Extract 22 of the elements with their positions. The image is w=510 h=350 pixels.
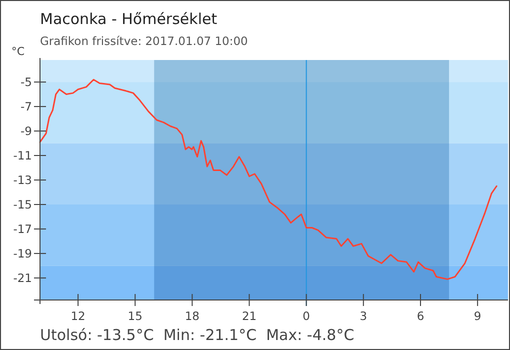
chart-title: Maconka - Hőmérséklet	[40, 10, 218, 28]
y-tick-label: -21	[13, 270, 32, 285]
y-tick-label: -5	[20, 75, 32, 90]
x-tick-label: 0	[302, 309, 310, 323]
y-tick-label: -19	[13, 246, 32, 260]
y-tick-label: -9	[20, 124, 32, 138]
x-tick-label: 21	[242, 309, 257, 323]
y-tick-label: -13	[13, 173, 32, 187]
chart-subtitle: Grafikon frissítve: 2017.01.07 10:00	[40, 34, 248, 48]
x-tick-label: 12	[70, 309, 86, 323]
y-tick-label: -15	[13, 197, 32, 212]
x-tick-label: 6	[416, 309, 424, 323]
x-tick-label: 18	[184, 309, 200, 323]
x-tick-label: 15	[128, 309, 142, 323]
y-tick-label: -7	[20, 100, 32, 114]
y-tick-label: -17	[13, 222, 32, 236]
line-series	[39, 78, 498, 280]
x-tick-label: 3	[360, 309, 368, 323]
text: Utolsó: -13.5°C Min: -21.1°C Max: -4.8°C	[40, 326, 354, 344]
x-tick-label: 9	[474, 309, 482, 323]
y-tick-label: -11	[13, 148, 32, 163]
y-axis-title: °C	[11, 45, 25, 58]
